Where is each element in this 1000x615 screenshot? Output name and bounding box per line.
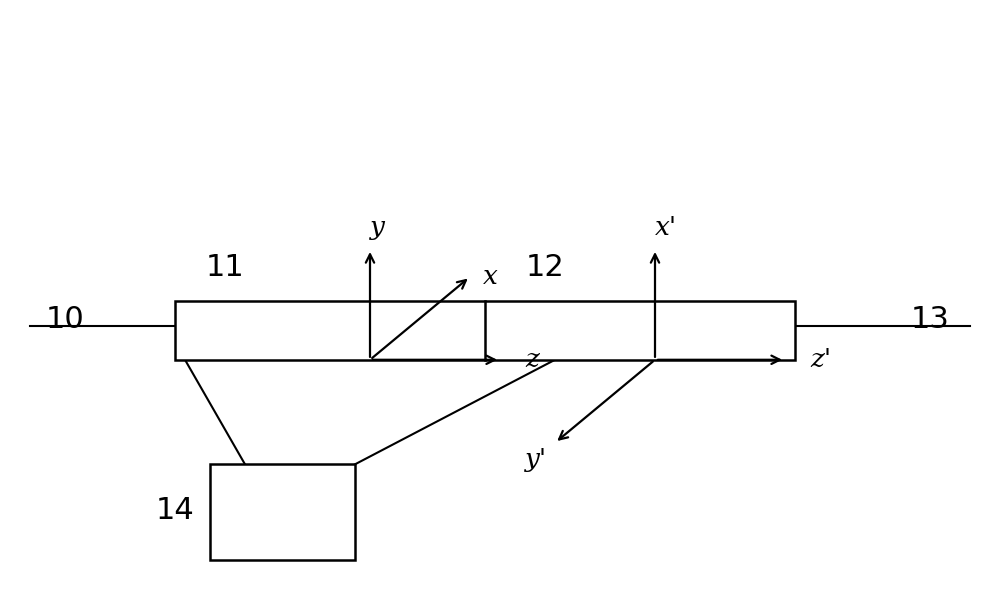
Text: y': y' [525, 448, 548, 472]
Text: y: y [370, 215, 385, 240]
Text: z': z' [810, 347, 831, 372]
Text: 10: 10 [46, 305, 84, 335]
Text: 11: 11 [206, 253, 244, 282]
Text: 13: 13 [911, 305, 949, 335]
Text: x': x' [655, 215, 677, 240]
Text: z: z [525, 347, 539, 372]
Text: 12: 12 [526, 253, 564, 282]
Bar [175, 301, 795, 360]
Text: x: x [482, 264, 497, 289]
Bar [210, 464, 355, 560]
Text: 14: 14 [156, 496, 194, 525]
